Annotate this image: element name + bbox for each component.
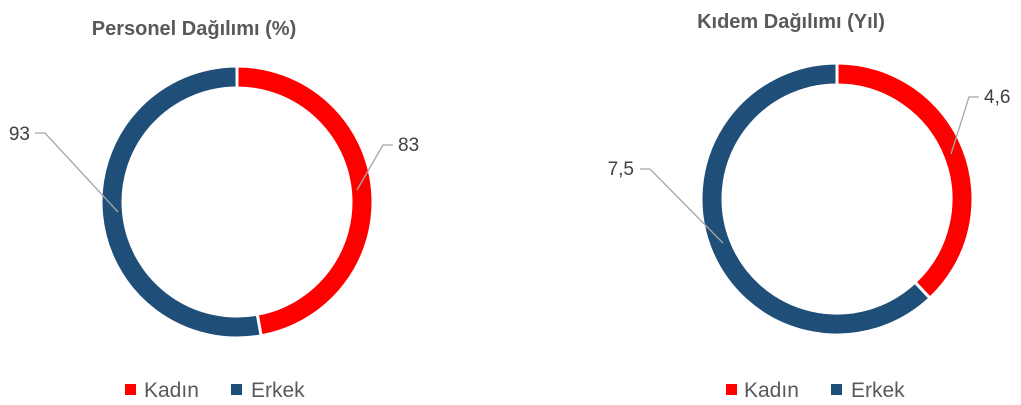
slice-erkek [699, 61, 933, 337]
leader-line [35, 132, 119, 213]
leader-line [950, 96, 979, 155]
leader-line [640, 168, 724, 244]
legend-label-kadin: Kadın [744, 379, 799, 402]
legend: Kadın Erkek [125, 379, 305, 402]
slice-erkek [99, 64, 263, 340]
legend-label-kadin: Kadın [144, 379, 199, 402]
data-label: 7,5 [608, 159, 634, 180]
legend: Kadın Erkek [726, 379, 905, 402]
chart-kidem-dagilimi: Kıdem Dağılımı (Yıl) 4,6 7,5 Kadın Erkek [608, 11, 1011, 402]
data-label: 93 [9, 124, 30, 145]
data-labels: 83 93 [9, 124, 419, 213]
slice-kadin [235, 64, 375, 338]
doughnut-slices [99, 64, 375, 340]
data-label: 83 [398, 135, 419, 156]
chart-personel-dagilimi: Personel Dağılımı (%) 83 93 Kadın Erkek [9, 18, 419, 402]
chart-title: Personel Dağılımı (%) [92, 18, 297, 40]
legend-swatch-kadin [125, 384, 136, 395]
data-labels: 4,6 7,5 [608, 87, 1010, 244]
legend-label-erkek: Erkek [251, 379, 305, 402]
legend-swatch-kadin [726, 384, 737, 395]
data-label: 4,6 [984, 87, 1010, 108]
leader-line [356, 144, 393, 191]
legend-swatch-erkek [231, 384, 242, 395]
chart-title: Kıdem Dağılımı (Yıl) [697, 11, 885, 33]
doughnut-slices [699, 61, 975, 337]
legend-label-erkek: Erkek [851, 379, 905, 402]
legend-swatch-erkek [831, 384, 842, 395]
slice-kadin [835, 61, 975, 301]
